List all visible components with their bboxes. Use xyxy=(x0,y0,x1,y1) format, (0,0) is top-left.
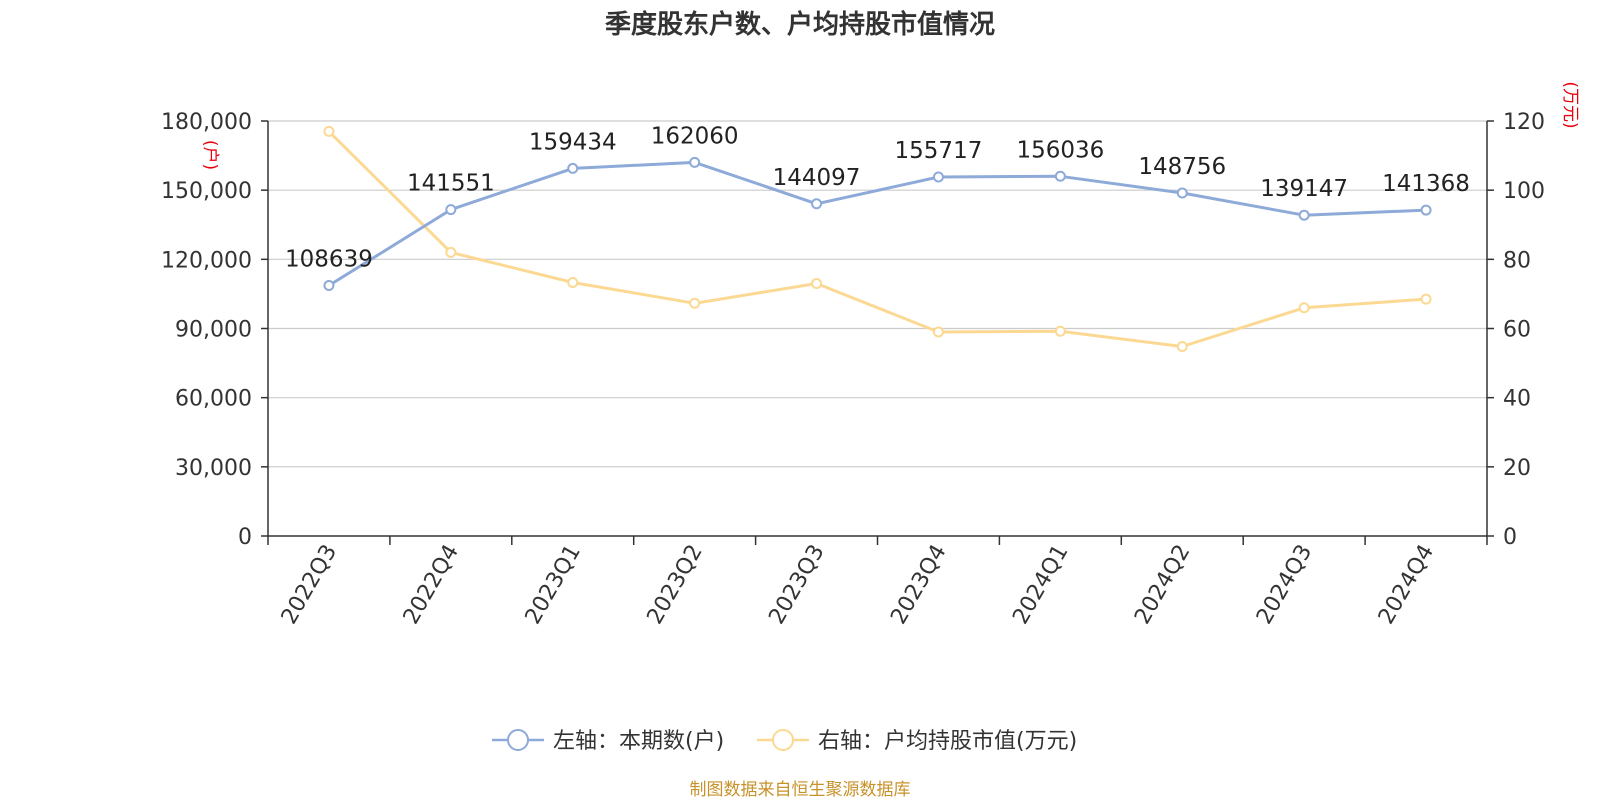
axes xyxy=(261,120,1494,545)
x-axis-tick-label: 2024Q2 xyxy=(1130,541,1195,629)
x-axis-tick-label: 2023Q1 xyxy=(521,541,586,629)
data-label: 108639 xyxy=(285,247,373,273)
left-axis-tick-label: 180,000 xyxy=(161,110,252,135)
data-point-right xyxy=(567,277,579,289)
left-axis-tick-label: 120,000 xyxy=(161,248,252,273)
data-label: 144097 xyxy=(773,165,861,191)
data-point-left xyxy=(445,204,457,216)
x-axis-tick-label: 2024Q1 xyxy=(1008,541,1073,629)
data-source: 制图数据来自恒生聚源数据库 xyxy=(690,780,911,800)
right-axis-tick-label: 80 xyxy=(1503,248,1531,273)
data-label: 156036 xyxy=(1016,137,1104,163)
data-point-left xyxy=(932,171,944,183)
data-point-left xyxy=(1054,170,1066,182)
right-axis-tick-label: 120 xyxy=(1503,110,1545,135)
x-axis-tick-label: 2023Q4 xyxy=(886,540,951,628)
data-label: 159434 xyxy=(529,129,617,155)
data-label: 148756 xyxy=(1138,154,1226,180)
legend-item-left-series[interactable]: 左轴：本期数(户) xyxy=(492,729,724,754)
left-axis-tick-labels: 0 30,000 60,000 90,000 120,000 150,000 180,000 xyxy=(161,110,252,550)
data-point-left xyxy=(689,156,701,168)
data-point-left xyxy=(811,198,823,210)
data-label: 141368 xyxy=(1382,171,1470,197)
data-point-right xyxy=(1420,293,1432,305)
data-point-left xyxy=(323,280,335,292)
data-label: 162060 xyxy=(651,123,739,149)
data-point-right xyxy=(445,246,457,258)
right-axis-tick-labels: 0 20 40 60 80 100 120 xyxy=(1503,110,1545,550)
data-label: 141551 xyxy=(407,171,495,197)
left-axis-tick-label: 150,000 xyxy=(161,179,252,204)
data-label: 155717 xyxy=(895,138,983,164)
left-axis-tick-label: 60,000 xyxy=(175,387,252,412)
data-point-right xyxy=(1176,340,1188,352)
legend: 左轴：本期数(户) 右轴：户均持股市值(万元) xyxy=(492,729,1077,754)
legend-marker-right-series xyxy=(772,729,794,751)
x-axis-tick-label: 2022Q4 xyxy=(399,541,464,629)
data-point-right xyxy=(932,326,944,338)
data-point-right xyxy=(689,297,701,309)
chart-title: 季度股东户数、户均持股市值情况 xyxy=(605,9,995,40)
data-point-left xyxy=(567,162,579,174)
x-axis-tick-label: 2024Q4 xyxy=(1374,541,1439,629)
data-label: 139147 xyxy=(1260,176,1348,202)
legend-label-right-series: 右轴：户均持股市值(万元) xyxy=(818,729,1077,754)
data-point-left xyxy=(1176,187,1188,199)
x-axis-tick-label: 2022Q3 xyxy=(277,541,342,629)
legend-label-left-series: 左轴：本期数(户) xyxy=(553,729,724,754)
data-labels: 108639 141551 159434 162060 144097 155717 1560… xyxy=(285,123,1470,272)
series-line-left xyxy=(328,160,1427,287)
right-axis-tick-label: 100 xyxy=(1503,179,1545,204)
series-points xyxy=(323,125,1432,352)
data-point-right xyxy=(323,125,335,137)
left-axis-tick-label: 0 xyxy=(238,525,252,550)
data-point-left xyxy=(1420,204,1432,216)
right-axis-tick-label: 60 xyxy=(1503,318,1531,343)
left-axis-tick-label: 30,000 xyxy=(175,456,252,481)
legend-marker-left-series xyxy=(507,729,529,751)
x-axis-tick-labels: 2022Q3 2022Q4 2023Q1 2023Q2 2023Q3 2023Q4 2024… xyxy=(277,540,1439,628)
data-point-left xyxy=(1298,209,1310,221)
right-axis-unit: (万元) xyxy=(1560,81,1580,128)
data-point-right xyxy=(1054,325,1066,337)
data-point-right xyxy=(1298,302,1310,314)
x-axis-tick-label: 2023Q2 xyxy=(643,541,708,629)
x-axis-tick-label: 2024Q3 xyxy=(1252,541,1317,629)
right-axis-tick-label: 0 xyxy=(1503,525,1517,550)
left-axis-tick-label: 90,000 xyxy=(175,318,252,343)
right-axis-tick-label: 40 xyxy=(1503,387,1531,412)
right-axis-tick-label: 20 xyxy=(1503,456,1531,481)
x-axis-tick-label: 2023Q3 xyxy=(764,541,829,629)
left-axis-unit: (户) xyxy=(200,140,220,170)
data-point-right xyxy=(811,278,823,290)
legend-item-right-series[interactable]: 右轴：户均持股市值(万元) xyxy=(757,729,1077,754)
series-lines xyxy=(327,130,1427,348)
series-line-right xyxy=(327,130,1427,348)
